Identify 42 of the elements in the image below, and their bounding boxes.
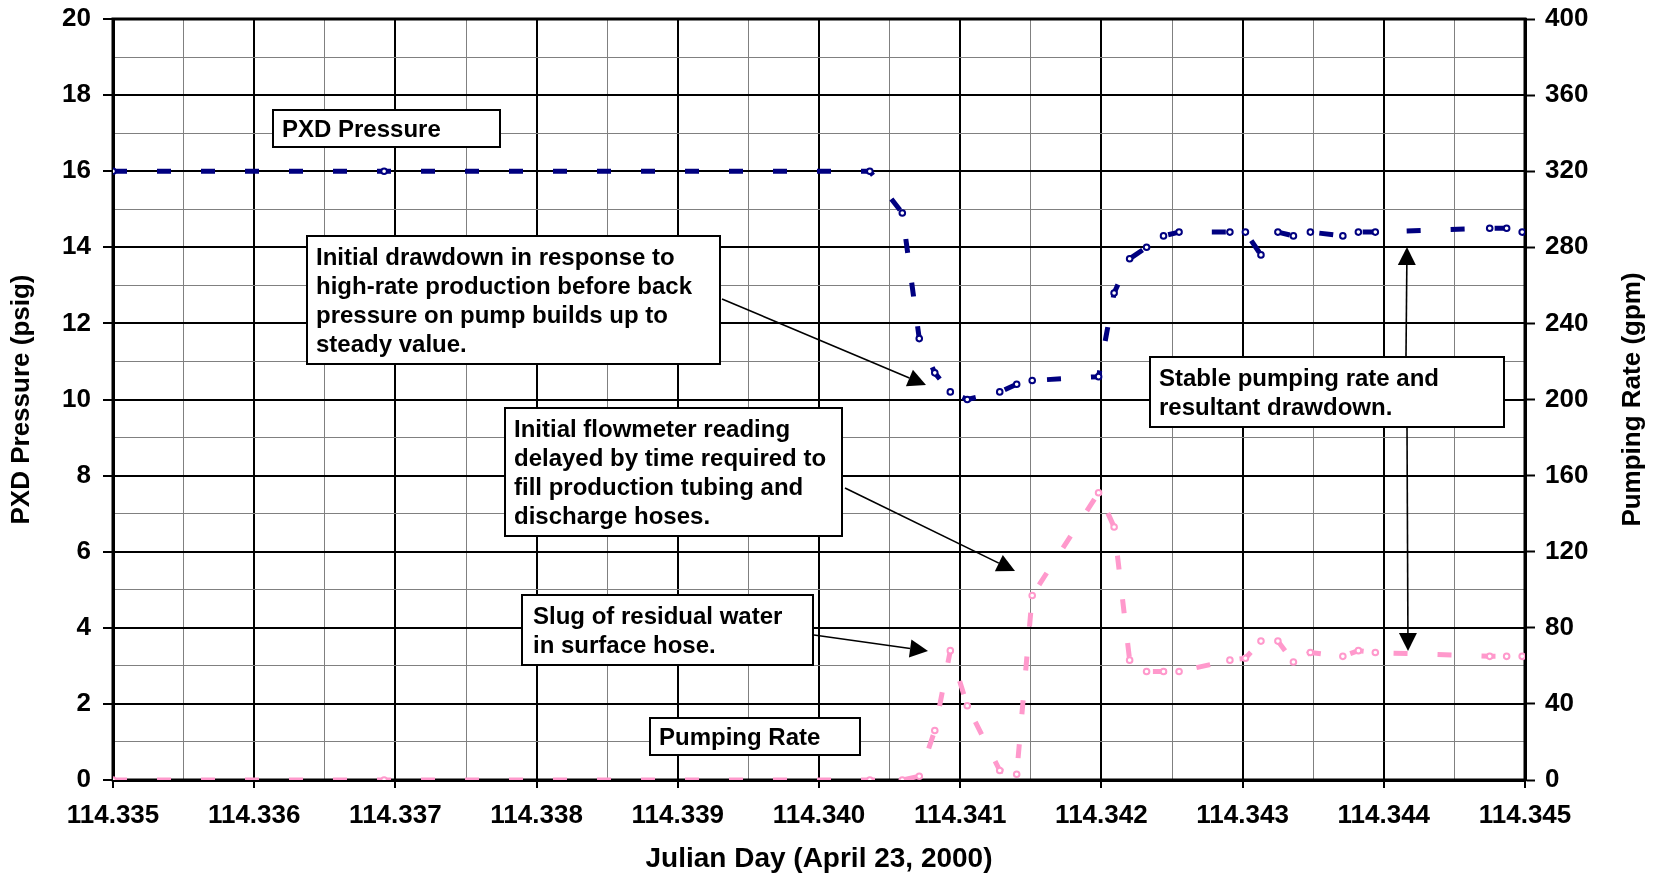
y2-tick-label: 80: [1545, 610, 1574, 641]
x-tick-label: 114.341: [913, 798, 1007, 829]
y-tick-label: 0: [76, 763, 91, 794]
series-label: Pumping Rate: [649, 717, 861, 756]
y2-tick-label: 160: [1545, 458, 1589, 489]
x-tick-label: 114.335: [66, 798, 160, 829]
y2-tick-label: 280: [1545, 230, 1589, 261]
annotation: Initial flowmeter reading delayed by time required to fill production tubing and discharge hoses.: [504, 407, 843, 537]
y-tick-label: 18: [62, 78, 91, 109]
x-axis-title: Julian Day (April 23, 2000): [645, 841, 993, 873]
series-label: PXD Pressure: [272, 109, 501, 148]
y2-tick-label: 240: [1545, 306, 1589, 337]
y-tick-label: 20: [62, 2, 91, 33]
x-tick-label: 114.337: [349, 798, 442, 829]
y-tick-label: 8: [76, 458, 91, 489]
y-tick-label: 2: [76, 687, 91, 718]
y-tick-label: 14: [62, 230, 92, 261]
y-tick-label: 16: [62, 154, 91, 185]
x-tick-label: 114.339: [631, 798, 725, 829]
y-tick-label: 6: [76, 534, 91, 565]
x-tick-label: 114.344: [1337, 798, 1431, 829]
y2-tick-label: 200: [1545, 382, 1589, 413]
y-axis-title: PXD Pressure (psig): [4, 274, 35, 525]
x-tick-label: 114.336: [207, 798, 301, 829]
annotation: Initial drawdown in response to high-rate production before back pressure on pump builds up to steady value.: [306, 235, 721, 365]
x-tick-label: 114.343: [1196, 798, 1289, 829]
y-tick-label: 4: [76, 610, 92, 641]
y2-tick-label: 360: [1545, 78, 1589, 109]
x-tick-label: 114.342: [1055, 798, 1148, 829]
x-tick-label: 114.338: [490, 798, 583, 829]
y2-tick-label: 400: [1545, 2, 1589, 33]
y-tick-label: 12: [62, 306, 91, 337]
y2-tick-label: 40: [1545, 687, 1574, 718]
annotation: Stable pumping rate and resultant drawdown.: [1149, 356, 1505, 428]
y-tick-label: 10: [62, 382, 91, 413]
x-tick-label: 114.340: [772, 798, 866, 829]
x-tick-label: 114.345: [1478, 798, 1572, 829]
y2-axis-title: Pumping Rate (gpm): [1616, 272, 1647, 527]
y2-tick-label: 120: [1545, 534, 1589, 565]
y2-tick-label: 0: [1545, 763, 1560, 794]
annotation: Slug of residual water in surface hose.: [521, 594, 814, 666]
y2-tick-label: 320: [1545, 154, 1589, 185]
